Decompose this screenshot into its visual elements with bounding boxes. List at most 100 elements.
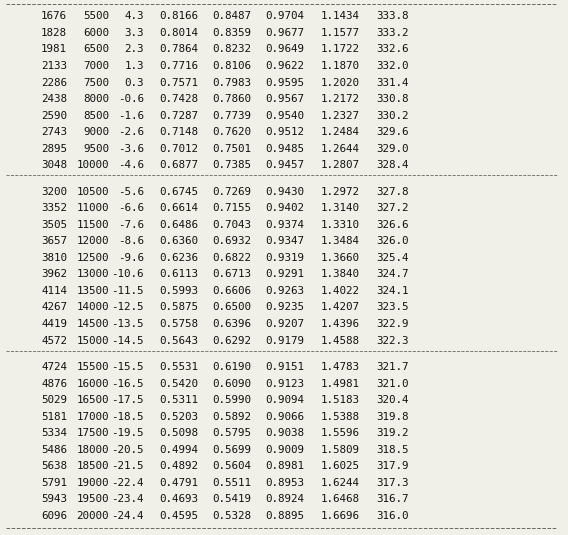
Text: 0.6614: 0.6614 [159,203,198,213]
Text: 0.7287: 0.7287 [159,111,198,120]
Text: 2133: 2133 [41,61,67,71]
Text: -10.6: -10.6 [111,269,144,279]
Text: 0.9009: 0.9009 [265,445,304,455]
Text: 0.9094: 0.9094 [265,395,304,405]
Text: 332.6: 332.6 [377,44,409,55]
Text: 1.2172: 1.2172 [321,94,360,104]
Text: 0.7571: 0.7571 [159,78,198,88]
Text: 0.9677: 0.9677 [265,28,304,38]
Text: 0.9430: 0.9430 [265,187,304,197]
Text: 0.6877: 0.6877 [159,160,198,170]
Text: 0.9151: 0.9151 [265,362,304,372]
Text: 1.2020: 1.2020 [321,78,360,88]
Text: -1.6: -1.6 [118,111,144,120]
Text: 0.9649: 0.9649 [265,44,304,55]
Text: 330.2: 330.2 [377,111,409,120]
Text: 4876: 4876 [41,379,67,388]
Text: 0.5604: 0.5604 [212,461,252,471]
Text: 325.4: 325.4 [377,253,409,263]
Text: 1.6244: 1.6244 [321,478,360,488]
Text: 5943: 5943 [41,494,67,505]
Text: 4419: 4419 [41,319,67,329]
Text: 317.9: 317.9 [377,461,409,471]
Text: 2590: 2590 [41,111,67,120]
Text: 0.6486: 0.6486 [159,220,198,230]
Text: 324.7: 324.7 [377,269,409,279]
Text: 318.5: 318.5 [377,445,409,455]
Text: 15000: 15000 [77,335,109,346]
Text: -7.6: -7.6 [118,220,144,230]
Text: 319.2: 319.2 [377,428,409,438]
Text: 0.9207: 0.9207 [265,319,304,329]
Text: 0.9319: 0.9319 [265,253,304,263]
Text: 321.0: 321.0 [377,379,409,388]
Text: 0.9567: 0.9567 [265,94,304,104]
Text: 4114: 4114 [41,286,67,296]
Text: 0.8953: 0.8953 [265,478,304,488]
Text: 0.5795: 0.5795 [212,428,252,438]
Text: -9.6: -9.6 [118,253,144,263]
Text: -11.5: -11.5 [111,286,144,296]
Text: 326.6: 326.6 [377,220,409,230]
Text: 9500: 9500 [83,144,109,154]
Text: 1.6025: 1.6025 [321,461,360,471]
Text: 0.5990: 0.5990 [212,395,252,405]
Text: 0.9540: 0.9540 [265,111,304,120]
Text: 0.5098: 0.5098 [159,428,198,438]
Text: 0.4791: 0.4791 [159,478,198,488]
Text: 0.5419: 0.5419 [212,494,252,505]
Text: 0.4892: 0.4892 [159,461,198,471]
Text: 324.1: 324.1 [377,286,409,296]
Text: 1.5809: 1.5809 [321,445,360,455]
Text: -2.6: -2.6 [118,127,144,137]
Text: 3048: 3048 [41,160,67,170]
Text: 5486: 5486 [41,445,67,455]
Text: 0.9347: 0.9347 [265,236,304,246]
Text: 0.9066: 0.9066 [265,411,304,422]
Text: 17000: 17000 [77,411,109,422]
Text: 332.0: 332.0 [377,61,409,71]
Text: 330.8: 330.8 [377,94,409,104]
Text: 18000: 18000 [77,445,109,455]
Text: 0.6292: 0.6292 [212,335,252,346]
Text: -4.6: -4.6 [118,160,144,170]
Text: 1.3: 1.3 [124,61,144,71]
Text: 0.5643: 0.5643 [159,335,198,346]
Text: -0.6: -0.6 [118,94,144,104]
Text: 0.9374: 0.9374 [265,220,304,230]
Text: 0.6396: 0.6396 [212,319,252,329]
Text: -20.5: -20.5 [111,445,144,455]
Text: 1.6468: 1.6468 [321,494,360,505]
Text: 11000: 11000 [77,203,109,213]
Text: 14000: 14000 [77,302,109,312]
Text: 3.3: 3.3 [124,28,144,38]
Text: 3810: 3810 [41,253,67,263]
Text: 11500: 11500 [77,220,109,230]
Text: 0.9622: 0.9622 [265,61,304,71]
Text: 0.7739: 0.7739 [212,111,252,120]
Text: 323.5: 323.5 [377,302,409,312]
Text: 1.4981: 1.4981 [321,379,360,388]
Text: 4267: 4267 [41,302,67,312]
Text: 1.1870: 1.1870 [321,61,360,71]
Text: 3657: 3657 [41,236,67,246]
Text: -12.5: -12.5 [111,302,144,312]
Text: 1.2484: 1.2484 [321,127,360,137]
Text: 0.8895: 0.8895 [265,511,304,521]
Text: 10500: 10500 [77,187,109,197]
Text: 0.9235: 0.9235 [265,302,304,312]
Text: 0.6236: 0.6236 [159,253,198,263]
Text: -22.4: -22.4 [111,478,144,488]
Text: 333.2: 333.2 [377,28,409,38]
Text: -5.6: -5.6 [118,187,144,197]
Text: 1981: 1981 [41,44,67,55]
Text: 0.7269: 0.7269 [212,187,252,197]
Text: 0.7501: 0.7501 [212,144,252,154]
Text: 0.9179: 0.9179 [265,335,304,346]
Text: 319.8: 319.8 [377,411,409,422]
Text: -17.5: -17.5 [111,395,144,405]
Text: 2895: 2895 [41,144,67,154]
Text: 0.5203: 0.5203 [159,411,198,422]
Text: 1.1577: 1.1577 [321,28,360,38]
Text: 327.2: 327.2 [377,203,409,213]
